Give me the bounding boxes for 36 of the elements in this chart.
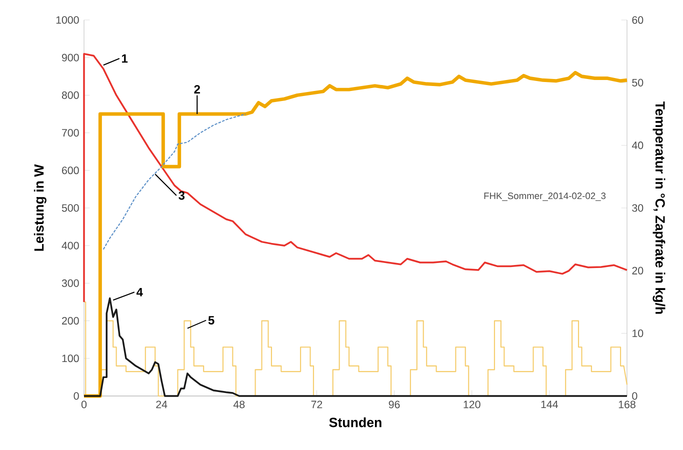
y2-tick-label: 40	[632, 142, 644, 150]
y-tick-label: 700	[62, 129, 79, 137]
x-tick-label: 120	[464, 400, 480, 408]
y-tick-label: 1000	[56, 16, 79, 24]
x-tick-label: 144	[541, 400, 558, 408]
annotation: 2	[194, 85, 200, 94]
x-tick-label: 96	[388, 400, 400, 408]
annotation: 1	[122, 54, 128, 63]
y2-tick-label: 30	[632, 204, 644, 212]
y2-tick-label: 20	[632, 266, 644, 274]
y2-tick-label: 60	[632, 16, 644, 24]
x-tick-label: 168	[618, 400, 636, 408]
y-tick-label: 0	[74, 392, 79, 400]
y-tick-label: 600	[62, 166, 79, 174]
x-tick-label: 24	[156, 400, 168, 408]
y-tick-label: 900	[62, 54, 79, 62]
x-tick-label: 72	[311, 400, 322, 408]
y2-tick-label: 0	[632, 392, 638, 400]
annotation: 5	[208, 316, 214, 325]
annotation: 4	[136, 288, 143, 296]
y-tick-label: 800	[62, 91, 79, 99]
y2-axis-title: Temperatur in °C, Zapfrate in kg/h	[652, 102, 666, 314]
y-tick-label: 400	[62, 242, 79, 250]
x-axis-title: Stunden	[329, 417, 382, 428]
y-tick-label: 200	[62, 317, 79, 325]
y2-tick-label: 10	[632, 330, 644, 338]
y-axis-title: Leistung in W	[34, 164, 46, 251]
y-tick-label: 100	[62, 354, 79, 362]
line-series	[102, 113, 246, 250]
y2-tick-label: 50	[632, 78, 644, 86]
y-tick-label: 300	[62, 279, 79, 287]
annotation: FHK_Sommer_2014-02-02_3	[484, 192, 606, 201]
x-tick-label: 48	[233, 400, 245, 408]
annotation: 3	[178, 191, 185, 200]
x-tick-label: 0	[81, 400, 87, 408]
y-tick-label: 500	[62, 204, 79, 212]
